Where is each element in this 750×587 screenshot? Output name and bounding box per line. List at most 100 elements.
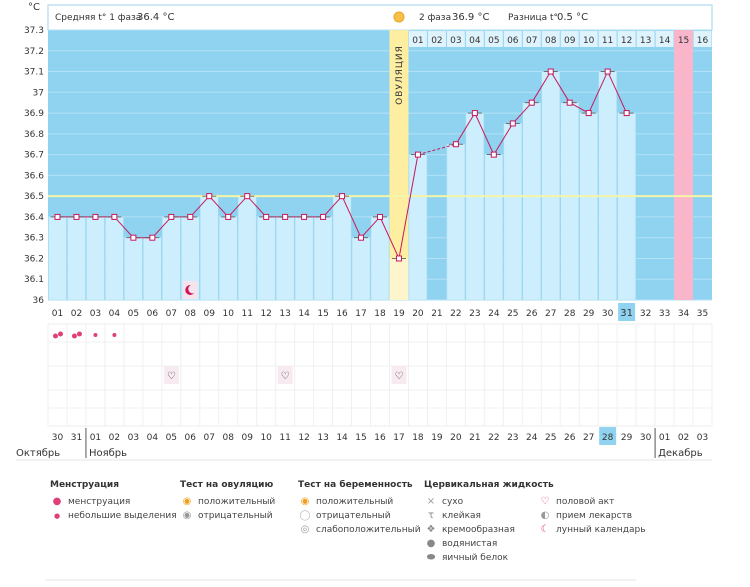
legend-item-ovu-positive: положительный — [198, 497, 276, 507]
temperature-point[interactable] — [623, 110, 630, 117]
cycle-day-label: 21 — [431, 309, 442, 319]
phase2-day-label: 06 — [507, 36, 519, 46]
calendar-date-label: 01 — [659, 433, 670, 443]
temperature-point[interactable] — [73, 213, 80, 220]
temperature-point[interactable] — [54, 213, 61, 220]
heart-box — [391, 366, 407, 384]
calendar-date-label: 23 — [507, 433, 518, 443]
temperature-bar — [275, 216, 295, 301]
moon-icon-cut — [188, 284, 198, 294]
temperature-point[interactable] — [547, 68, 554, 75]
legend-other: . ♡половой акт ◐прием лекарств ☾лунный к… — [538, 480, 646, 537]
sticky-icon: τ — [427, 510, 435, 521]
cycle-day-label: 12 — [260, 309, 271, 319]
temperature-point[interactable] — [263, 213, 270, 220]
temperature-point[interactable] — [225, 213, 232, 220]
phase2-day-cell — [503, 31, 522, 47]
phase2-day-cell — [693, 31, 712, 47]
temperature-point[interactable] — [604, 68, 611, 75]
temperature-point[interactable] — [528, 99, 535, 106]
temperature-point[interactable] — [206, 193, 213, 200]
temperature-point[interactable] — [377, 213, 383, 220]
temperature-point[interactable] — [414, 151, 421, 158]
phase1-label: Средняя t° 1 фаза — [55, 13, 141, 23]
cycle-day-label: 34 — [678, 309, 690, 319]
calendar-date-label: 02 — [109, 433, 120, 443]
phase2-day-label: 14 — [659, 36, 671, 46]
dry-icon: × — [426, 496, 436, 507]
temperature-point[interactable] — [509, 120, 516, 127]
temperature-line-segment — [151, 216, 172, 239]
cycle-day-label: 23 — [469, 309, 480, 319]
temperature-bar — [124, 237, 143, 301]
temperature-point[interactable] — [187, 213, 194, 220]
calendar-date-label: 18 — [412, 433, 424, 443]
highlight-day-cell — [618, 303, 636, 321]
cycle-day-label: 35 — [697, 309, 708, 319]
temperature-point[interactable] — [490, 151, 497, 158]
calendar-date-label: 04 — [147, 433, 159, 443]
calendar-date-label: 16 — [374, 433, 386, 443]
temperature-point[interactable] — [452, 141, 459, 148]
y-tick-label: 37.2 — [24, 47, 44, 57]
ovulation-column-base — [389, 258, 409, 300]
temperature-bar — [313, 216, 333, 301]
month-label-november: Ноябрь — [89, 448, 127, 459]
calendar-date-label: 11 — [279, 433, 290, 443]
temperature-point[interactable] — [301, 213, 308, 220]
legend-title-menstruation: Менструация — [50, 480, 119, 490]
y-unit: °C — [28, 2, 40, 13]
temperature-point[interactable] — [282, 213, 289, 220]
legend-item-menstruation: менструация — [68, 497, 131, 507]
calendar-date-label: 12 — [298, 433, 309, 443]
temperature-bar — [86, 216, 105, 301]
temperature-line-segment — [607, 71, 628, 114]
temperature-point[interactable] — [395, 255, 402, 262]
legend-item-egg-white: яичный белок — [442, 553, 509, 563]
temperature-bar — [408, 154, 428, 301]
phase2-day-label: 05 — [488, 36, 499, 46]
temperature-point[interactable] — [149, 234, 156, 241]
temperature-line-segment — [189, 195, 210, 218]
heart-box — [163, 366, 179, 384]
cycle-day-label: 08 — [185, 309, 197, 319]
cycle-day-label: 25 — [507, 309, 518, 319]
calendar-date-label: 15 — [355, 433, 366, 443]
ovulation-label: ОВУЛЯЦИЯ — [395, 45, 405, 105]
cycle-day-label: 01 — [52, 309, 63, 319]
cycle-day-label: 03 — [90, 309, 101, 319]
calendar-date-label: 19 — [431, 433, 443, 443]
ovulation-test-negative-icon: ◉ — [182, 510, 192, 521]
temperature-point[interactable] — [320, 213, 327, 220]
phase2-day-label: 08 — [545, 36, 557, 46]
calendar-date-label: 03 — [697, 433, 708, 443]
calendar-date-label: 09 — [241, 433, 253, 443]
y-tick-label: 37.3 — [24, 26, 44, 36]
temperature-point[interactable] — [566, 99, 573, 106]
temperature-line-segment — [417, 143, 457, 156]
cycle-day-label: 28 — [564, 309, 576, 319]
temperature-point[interactable] — [92, 213, 99, 220]
temperature-bar — [200, 195, 219, 301]
phase2-day-cell — [655, 31, 674, 47]
phase2-day-cell — [579, 31, 598, 47]
temperature-point[interactable] — [358, 234, 365, 241]
calendar-date-label: 08 — [223, 433, 235, 443]
temperature-point[interactable] — [471, 110, 478, 117]
ovulation-test-positive-icon: ◉ — [182, 496, 192, 507]
temperature-point[interactable] — [130, 234, 137, 241]
temperature-point[interactable] — [244, 193, 251, 200]
temperature-line-segment — [550, 71, 571, 103]
legend-ovulation-test: Тест на овуляцию ◉ положительный ◉ отрицат… — [180, 480, 275, 523]
cycle-day-label: 30 — [602, 309, 614, 319]
legend-item-ovu-negative: отрицательный — [198, 511, 273, 521]
temperature-point[interactable] — [111, 213, 118, 220]
temperature-point[interactable] — [168, 213, 175, 220]
temperature-point[interactable] — [585, 110, 592, 117]
egg-white-icon: ⬬ — [426, 552, 436, 563]
phase2-day-cell — [617, 31, 636, 47]
temperature-point[interactable] — [339, 193, 346, 200]
temperature-line-segment — [246, 195, 267, 218]
pregnancy-test-weak-icon: ◎ — [300, 524, 310, 535]
